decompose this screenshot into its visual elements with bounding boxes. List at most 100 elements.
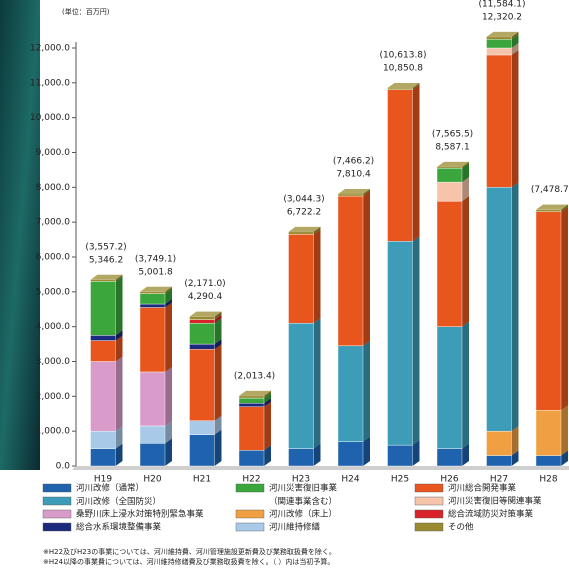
bar-segment <box>486 455 512 467</box>
legend-label: 河川改修（床上） <box>269 509 337 520</box>
bar-segment <box>238 397 265 404</box>
bar-side-shade <box>462 163 469 183</box>
budget-label: (2,171.0) <box>184 279 225 289</box>
bar-side <box>511 34 519 48</box>
bar-side <box>511 49 519 188</box>
bar-side-shade <box>511 31 519 40</box>
legend-swatch <box>235 522 265 532</box>
bar-side-shade <box>561 206 568 411</box>
total-label: 12,320.2 <box>482 12 522 22</box>
bar-segment <box>90 430 116 449</box>
bar-top-shade <box>140 286 172 292</box>
bar-side <box>115 426 123 449</box>
bar-side <box>561 450 568 466</box>
y-tick-label: 4,000.0 <box>36 322 71 332</box>
bar-side-shade <box>165 438 172 466</box>
legend-label: 桑野川床上浸水対策特別緊急事業 <box>76 509 204 520</box>
bar-top <box>288 226 321 232</box>
bar-top-shade <box>536 204 568 210</box>
bar-segment <box>337 195 364 347</box>
bar-side <box>462 161 469 169</box>
bar-side-shade <box>115 276 123 336</box>
y-tick-label: 6,000.0 <box>36 253 71 263</box>
footnote: ※H24以降の事業費については、河川維持修繕費及び業務取扱費を除く。（ ）内は当… <box>43 557 334 566</box>
bar-top-shade <box>338 188 370 194</box>
bar-segment <box>535 455 562 467</box>
bar-side <box>561 405 568 456</box>
bar-side-shade <box>214 318 222 345</box>
bar-segment <box>486 430 512 456</box>
bar-segment <box>486 54 512 188</box>
legend-swatch <box>414 483 444 493</box>
bar-side <box>115 443 123 466</box>
legend-swatch <box>235 483 265 493</box>
bar-side-shade <box>462 443 469 466</box>
legend-swatch <box>42 509 72 519</box>
bar-segment <box>90 279 116 282</box>
bar-side <box>165 288 172 305</box>
bar-side-shade <box>115 443 123 466</box>
bar-side-shade <box>511 49 519 188</box>
budget-label: (2,013.4) <box>234 371 275 381</box>
bar-side <box>115 330 123 341</box>
y-tick-label: 1,000.0 <box>36 427 71 437</box>
bar-side <box>561 204 568 212</box>
total-label: 4,290.4 <box>188 292 223 302</box>
legend-label: 河川災害復旧等関連事業 <box>448 496 542 507</box>
bar-side <box>363 340 370 442</box>
bar-side-shade <box>214 339 222 350</box>
bar-side <box>264 393 271 404</box>
bar-segment <box>337 345 364 442</box>
bar-side-shade <box>412 440 420 466</box>
bar-side <box>165 366 172 426</box>
bar-side-shade <box>511 450 519 466</box>
bar-segment <box>436 181 463 202</box>
bar-segment <box>139 443 166 467</box>
bar-side <box>264 390 271 399</box>
bar-side <box>115 274 123 282</box>
x-tick-label: H21 <box>193 475 211 485</box>
x-tick-label: H26 <box>440 475 458 485</box>
budget-label: (7,565.5) <box>432 129 473 139</box>
bar-side-shade <box>363 191 370 346</box>
bar-segment <box>486 187 512 432</box>
y-tick-label: 10,000.0 <box>30 113 70 123</box>
bar-side-shade <box>561 204 568 212</box>
legend-swatch <box>414 509 444 519</box>
bar-side <box>313 443 321 466</box>
bar-top <box>437 161 469 167</box>
bar-segment <box>436 448 463 467</box>
bar-top-shade <box>437 161 469 167</box>
total-label: 10,850.8 <box>383 64 423 74</box>
bar-segment <box>238 450 265 467</box>
bar-top <box>140 286 172 292</box>
bar-side-shade <box>511 34 519 48</box>
bar-segment <box>436 166 463 169</box>
legend-label: 河川維持修繕 <box>269 522 321 533</box>
bar-side-shade <box>313 318 321 449</box>
bar-segment <box>189 343 215 350</box>
bar-segment <box>189 434 215 467</box>
bar-segment <box>387 89 413 242</box>
bar-side <box>363 188 370 197</box>
bar-side-shade <box>165 299 172 308</box>
legend-swatch <box>42 522 72 532</box>
budget-label: (10,613.8) <box>379 51 426 61</box>
bar-side-shade <box>511 182 519 432</box>
bar-top <box>90 274 123 280</box>
bar-side <box>462 163 469 183</box>
bar-top-shade <box>90 274 123 280</box>
legend-label: 河川改修（全国防災） （関連事業含む） <box>76 496 337 507</box>
bar-side <box>214 318 222 345</box>
bar-top <box>239 390 271 396</box>
bar-side-shade <box>313 229 321 324</box>
bar-segment <box>139 303 166 308</box>
bar-side-shade <box>214 314 222 324</box>
total-label: 5,001.8 <box>138 267 173 277</box>
budget-label: (3,044.3) <box>283 194 324 204</box>
bar-side <box>214 344 222 421</box>
bar-segment <box>189 322 215 345</box>
legend-swatch <box>414 496 444 506</box>
bar-top-shade <box>189 311 222 317</box>
